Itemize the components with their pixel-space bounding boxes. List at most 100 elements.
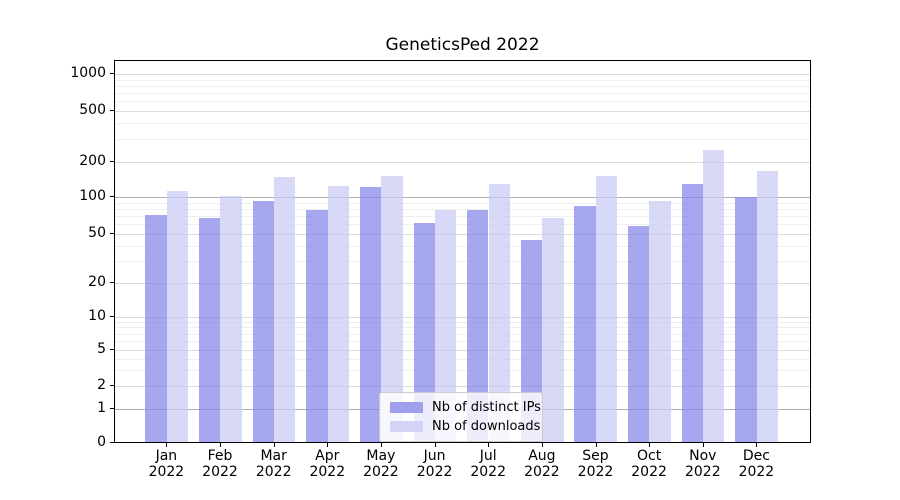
y-tick-mark [110, 385, 114, 387]
bar-ips-jan [145, 214, 167, 442]
x-tick-label: Dec 2022 [738, 448, 775, 480]
plot-area [114, 60, 811, 443]
x-tick-mark [380, 443, 382, 447]
y-tick-mark [110, 349, 114, 351]
y-tick-mark [110, 408, 114, 409]
chart-title: GeneticsPed 2022 [385, 35, 540, 55]
major-gridline [115, 233, 810, 235]
legend-item: Nb of downloads [390, 417, 542, 436]
bar-downloads-nov [703, 149, 725, 442]
bar-downloads-feb [220, 196, 242, 442]
y-tick-label: 2 [97, 377, 106, 394]
bar-downloads-may [381, 175, 403, 442]
x-tick-label: Mar 2022 [255, 448, 292, 480]
y-tick-label: 500 [79, 102, 106, 118]
emphasis-gridline [115, 197, 810, 199]
x-tick-mark [488, 443, 490, 447]
y-tick-mark [110, 196, 114, 198]
minor-gridline [115, 93, 810, 95]
legend-item: Nb of distinct IPs [390, 398, 542, 417]
y-tick-mark [110, 315, 114, 317]
x-tick-mark [595, 443, 597, 447]
bar-downloads-apr [327, 185, 349, 442]
minor-gridline [115, 327, 810, 329]
x-tick-mark [756, 443, 758, 447]
x-tick-label: Sep 2022 [577, 448, 614, 480]
x-tick-mark [273, 443, 275, 447]
major-gridline [115, 74, 810, 76]
minor-gridline [115, 245, 810, 247]
y-tick-label: 50 [88, 224, 106, 241]
x-tick-mark [541, 443, 543, 447]
minor-gridline [115, 333, 810, 335]
major-gridline [115, 350, 810, 352]
x-tick-mark [434, 443, 436, 447]
y-tick-mark [110, 110, 114, 111]
y-tick-label: 0 [97, 434, 106, 451]
legend-swatch-downloads [390, 421, 423, 432]
y-tick-label: 10 [88, 307, 106, 324]
bar-ips-dec [735, 197, 757, 442]
minor-gridline [115, 261, 810, 263]
bar-downloads-dec [756, 170, 779, 442]
x-tick-mark [702, 443, 704, 447]
y-tick-label: 5 [97, 341, 106, 358]
minor-gridline [115, 216, 810, 218]
bar-ips-jun [413, 222, 435, 442]
minor-gridline [115, 86, 810, 88]
bar-downloads-jul [488, 183, 510, 442]
y-tick-mark [110, 232, 114, 234]
bar-downloads-oct [649, 200, 671, 442]
bar-downloads-jan [166, 191, 189, 442]
bar-ips-nov [681, 184, 704, 442]
x-tick-mark [649, 443, 651, 447]
minor-gridline [115, 139, 810, 141]
legend: Nb of distinct IPs Nb of downloads [379, 392, 543, 442]
bar-ips-feb [198, 218, 221, 442]
bar-ips-sep [574, 206, 596, 442]
major-gridline [115, 111, 810, 112]
x-tick-label: Jun 2022 [416, 448, 453, 480]
x-tick-label: Feb 2022 [202, 448, 238, 480]
y-tick-label: 200 [79, 152, 106, 169]
minor-gridline [115, 202, 810, 204]
x-tick-mark [220, 443, 221, 447]
minor-gridline [115, 341, 810, 343]
bar-ips-mar [252, 200, 274, 442]
major-gridline [115, 161, 810, 163]
major-gridline [115, 316, 810, 318]
x-tick-label: Oct 2022 [631, 448, 667, 480]
minor-gridline [115, 79, 810, 81]
bar-downloads-aug [542, 217, 564, 442]
x-tick-mark [327, 443, 329, 447]
x-tick-mark [166, 443, 168, 447]
bar-ips-aug [520, 239, 543, 442]
y-tick-label: 100 [79, 188, 106, 205]
bar-downloads-mar [274, 177, 296, 442]
bar-ips-jul [467, 210, 489, 442]
y-tick-label: 1000 [70, 65, 106, 82]
major-gridline [115, 283, 810, 285]
minor-gridline [115, 321, 810, 323]
x-tick-label: Jul 2022 [470, 448, 506, 480]
x-tick-label: Nov 2022 [684, 448, 721, 480]
bar-downloads-jun [434, 209, 457, 442]
bar-ips-apr [306, 209, 328, 442]
major-gridline [115, 386, 810, 388]
minor-gridline [115, 370, 810, 372]
legend-swatch-distinct-ips [390, 402, 423, 413]
y-tick-mark [110, 73, 114, 75]
x-tick-label: Apr 2022 [309, 448, 346, 480]
minor-gridline [115, 209, 810, 210]
x-tick-label: May 2022 [363, 448, 399, 480]
y-tick-mark [110, 442, 114, 444]
legend-item-label: Nb of downloads [432, 419, 541, 434]
minor-gridline [115, 101, 810, 103]
minor-gridline [115, 358, 810, 360]
minor-gridline [115, 123, 810, 125]
x-tick-label: Jan 2022 [148, 448, 185, 480]
bar-downloads-sep [595, 175, 618, 442]
y-tick-label: 1 [97, 400, 106, 416]
y-tick-mark [110, 160, 114, 162]
